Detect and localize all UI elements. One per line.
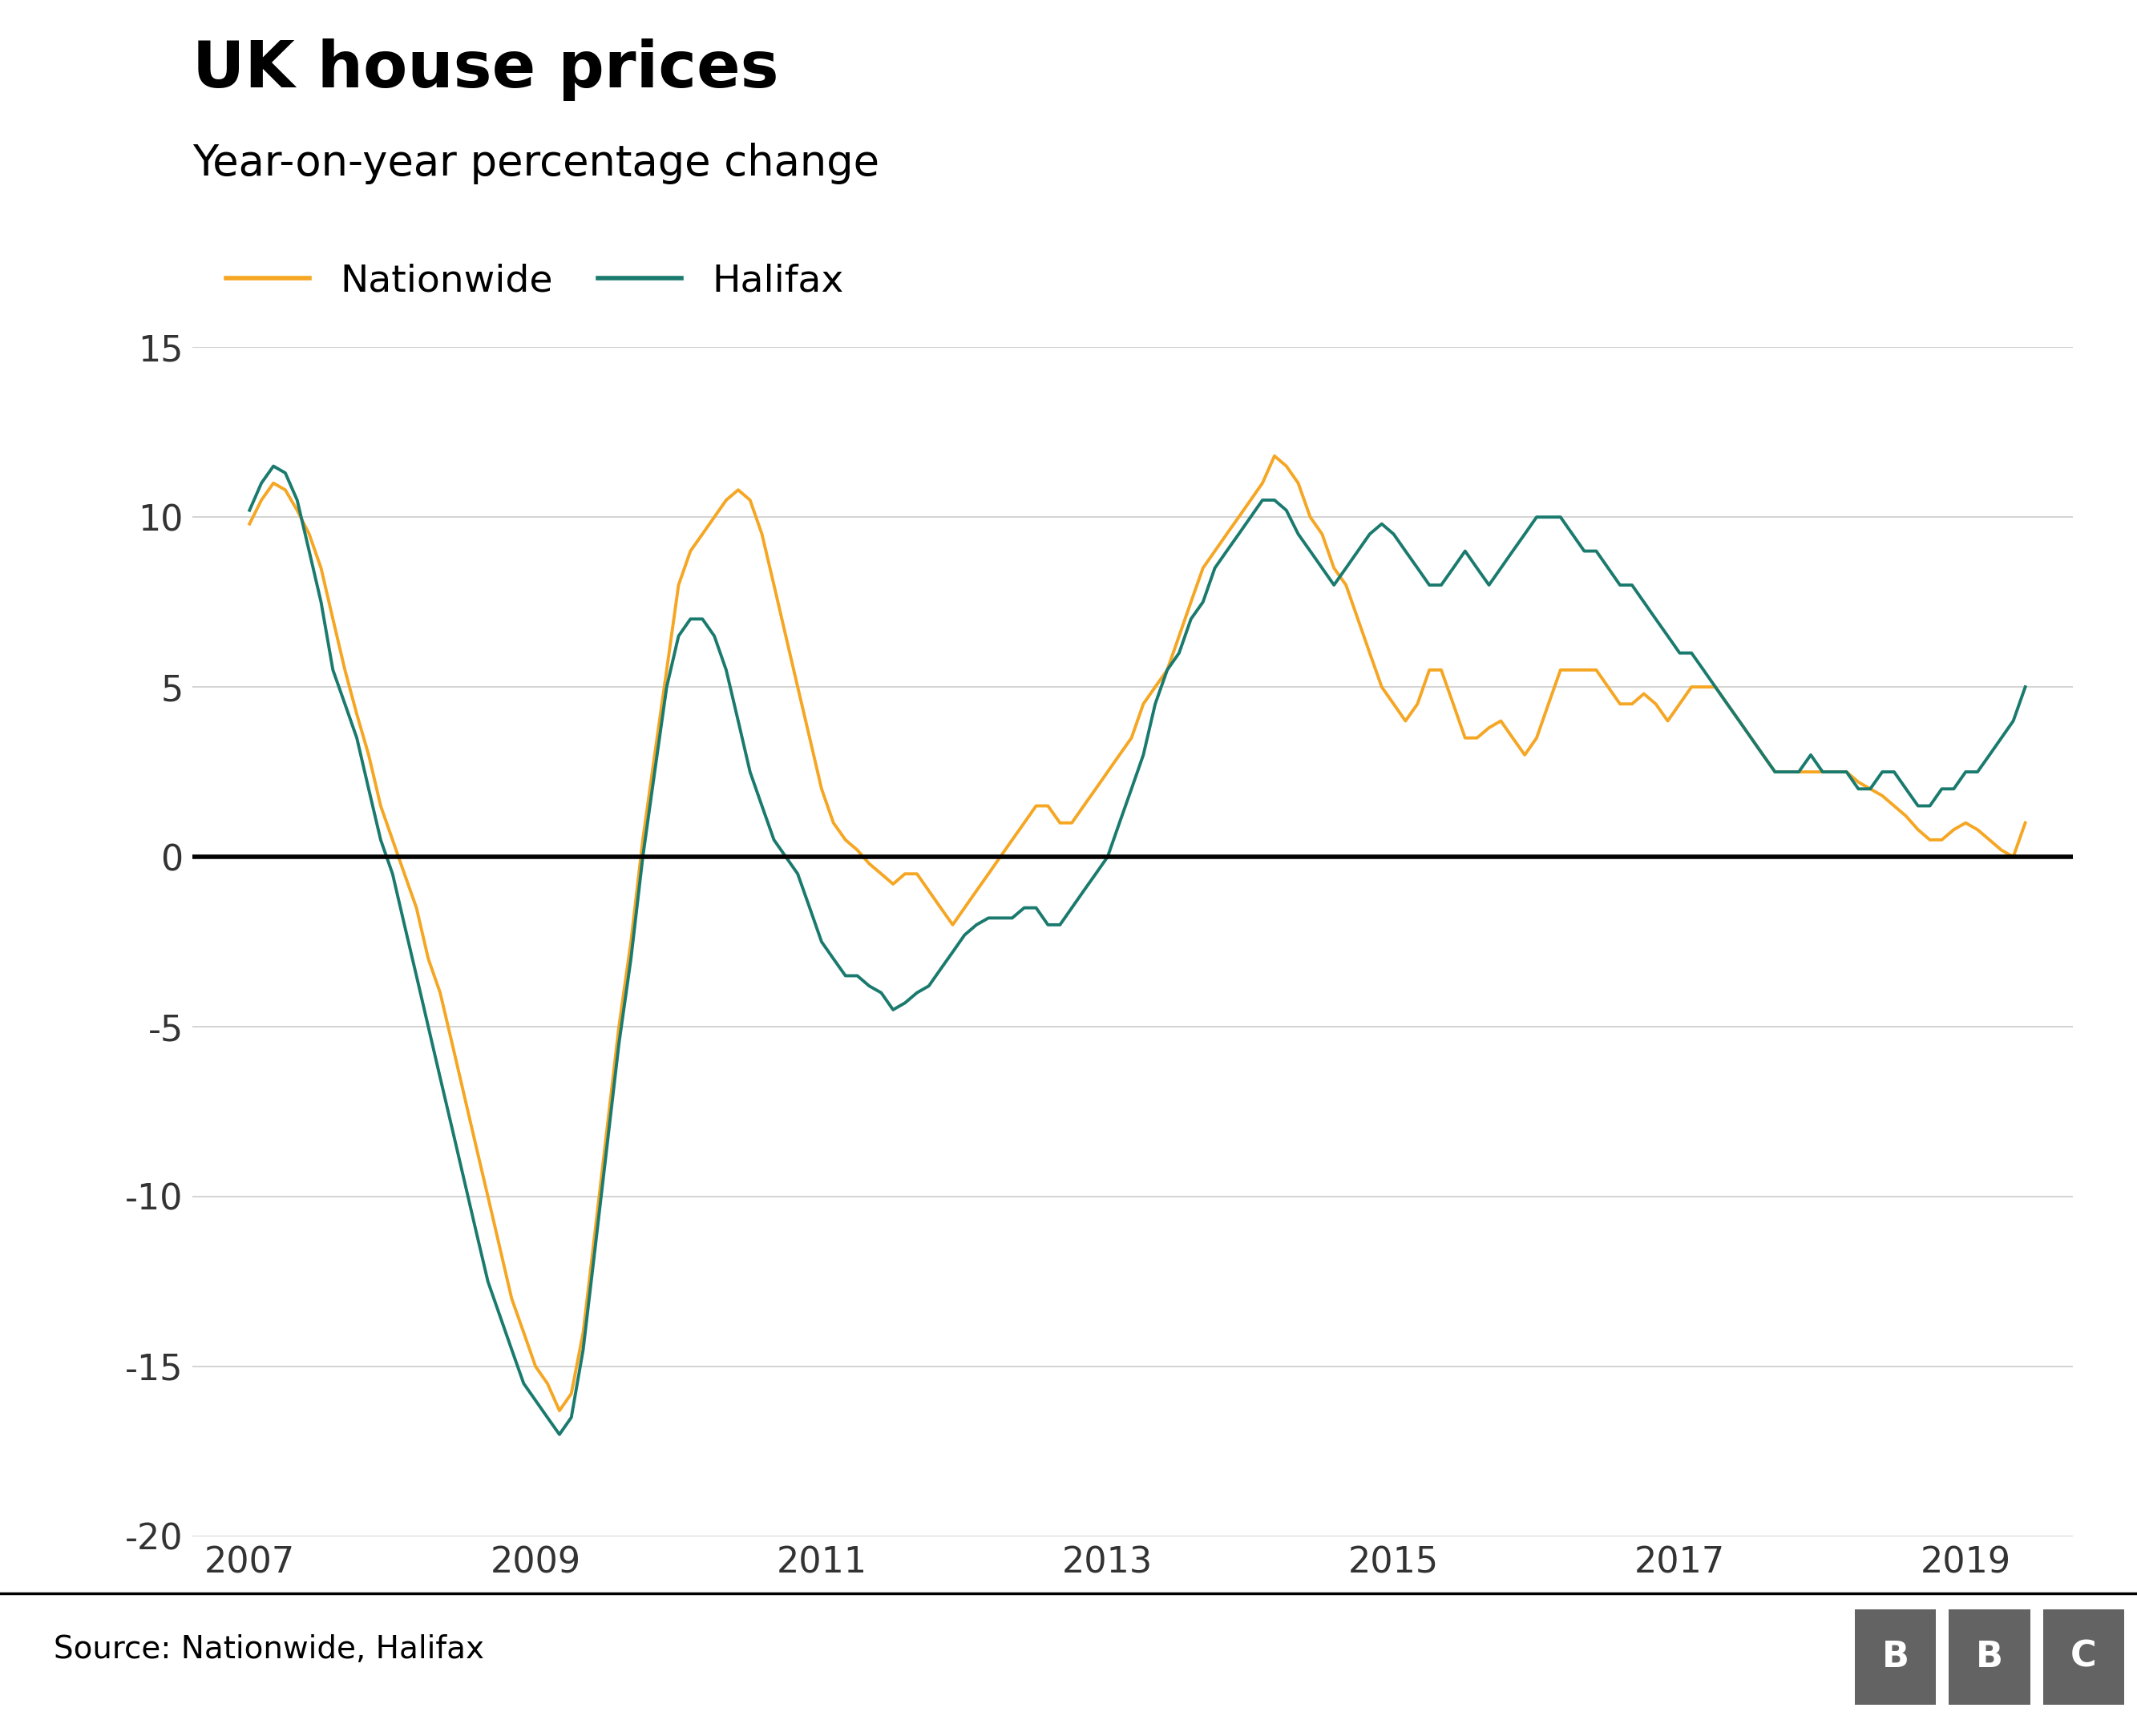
Text: UK house prices: UK house prices	[192, 38, 778, 101]
Text: Source: Nationwide, Halifax: Source: Nationwide, Halifax	[53, 1634, 483, 1665]
Legend: Nationwide, Halifax: Nationwide, Halifax	[212, 248, 859, 314]
Text: Year-on-year percentage change: Year-on-year percentage change	[192, 142, 878, 184]
Text: C: C	[2071, 1641, 2096, 1674]
Text: B: B	[1883, 1641, 1908, 1674]
Text: B: B	[1977, 1641, 2002, 1674]
